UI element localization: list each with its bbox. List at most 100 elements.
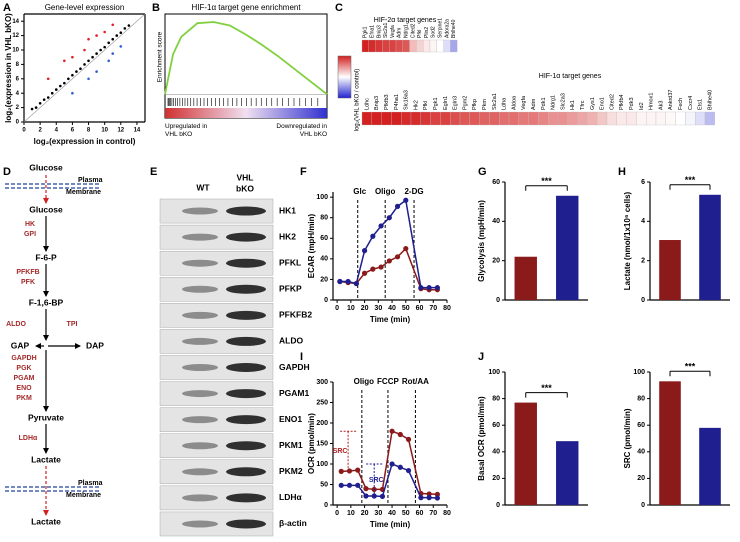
point bbox=[403, 245, 409, 252]
gene-label: Ldhc bbox=[364, 98, 370, 110]
enzyme: GPI bbox=[24, 231, 36, 238]
enrichment-curve bbox=[164, 21, 328, 95]
point bbox=[107, 59, 110, 63]
x-tick-label: 70 bbox=[429, 305, 437, 312]
x-axis-label: log₂(expression in control) bbox=[34, 137, 136, 146]
heat-cell bbox=[597, 111, 608, 126]
point bbox=[386, 258, 392, 264]
y-axis-label: ECAR (mpH/min) bbox=[307, 213, 316, 278]
band bbox=[226, 336, 266, 346]
point bbox=[63, 59, 66, 63]
gene-label: Ldha bbox=[502, 97, 508, 110]
y-tick-label: 8 bbox=[16, 62, 20, 68]
gene-label: Pgm2 bbox=[462, 96, 468, 110]
heat-cell bbox=[391, 111, 402, 126]
heat-cell bbox=[423, 39, 431, 53]
heat-cell bbox=[518, 111, 529, 126]
gene-label: Adm bbox=[397, 28, 403, 38]
gene-label: Adora2a bbox=[444, 19, 450, 38]
band bbox=[226, 363, 266, 372]
gene-label: Slc2a1 bbox=[383, 22, 389, 38]
y-tick-label: 100 bbox=[316, 194, 328, 201]
heat-cell bbox=[371, 111, 382, 126]
point bbox=[87, 59, 90, 63]
y-tick-label: 10 bbox=[12, 48, 19, 54]
gene-label: Ak3 bbox=[658, 101, 664, 110]
heat-cell bbox=[469, 111, 480, 126]
panel-label: J bbox=[478, 351, 484, 363]
y-tick-label: 60 bbox=[637, 422, 645, 429]
band bbox=[226, 415, 266, 425]
gene-label: P4ha1 bbox=[394, 94, 400, 110]
x-tick-label: 40 bbox=[388, 305, 396, 312]
y-tick-label: 300 bbox=[316, 379, 328, 386]
point bbox=[87, 77, 90, 81]
y-axis-label: Glycolysis (mpH/min) bbox=[477, 200, 486, 282]
gene-label: Tfrc bbox=[580, 100, 586, 110]
x-axis-label: Time (min) bbox=[370, 520, 411, 529]
point bbox=[363, 493, 369, 499]
y-tick-label: 0 bbox=[496, 297, 500, 304]
gene-label: Ets1 bbox=[698, 99, 704, 110]
gene-label: Gys1 bbox=[590, 97, 596, 110]
heat-cell bbox=[695, 111, 706, 126]
enzyme: HK bbox=[25, 221, 35, 228]
point bbox=[379, 493, 386, 499]
point bbox=[338, 468, 344, 474]
point bbox=[386, 215, 392, 221]
point bbox=[127, 24, 131, 27]
point bbox=[54, 88, 58, 91]
point bbox=[123, 27, 127, 30]
heat-cell bbox=[577, 111, 588, 126]
y-axis-label: Enrichment score bbox=[157, 31, 164, 82]
point bbox=[346, 482, 353, 488]
gene-label: Egln3 bbox=[453, 96, 459, 110]
y-tick-label: 0 bbox=[324, 297, 328, 304]
point bbox=[119, 31, 123, 35]
heat-cell bbox=[429, 39, 437, 53]
point bbox=[83, 48, 86, 52]
protein-label: HK1 bbox=[279, 205, 296, 215]
y-tick-label: 80 bbox=[492, 395, 500, 402]
enzyme: GAPDH bbox=[11, 355, 36, 362]
gene-label: Bhlhe40 bbox=[707, 90, 713, 110]
chart-title: HIF-1α target gene enrichment bbox=[191, 3, 301, 12]
y-axis-label: OCR (pmol/min) bbox=[307, 413, 316, 474]
y-axis-label: Basal OCR (pmol/min) bbox=[477, 396, 486, 481]
band bbox=[226, 441, 266, 451]
gene-label: Ndrg1 bbox=[551, 95, 557, 110]
gene-label: Pfkp bbox=[472, 99, 478, 110]
x-tick-label: 2 bbox=[38, 128, 42, 134]
point bbox=[345, 278, 351, 285]
heat-cell bbox=[368, 39, 376, 53]
heat-cell bbox=[375, 39, 383, 53]
point bbox=[370, 266, 376, 272]
x-tick-label: 40 bbox=[388, 510, 396, 517]
point bbox=[50, 91, 54, 95]
point bbox=[59, 84, 62, 88]
gene-label: Bnip3 bbox=[376, 25, 382, 38]
point bbox=[361, 270, 368, 276]
point bbox=[405, 467, 412, 474]
membrane-label: Plasma bbox=[78, 480, 103, 487]
y-tick-label: 0 bbox=[324, 502, 328, 509]
heat-cell bbox=[430, 111, 441, 126]
y-tick-label: 0 bbox=[496, 502, 500, 509]
gene-label: Id2 bbox=[639, 102, 645, 110]
point bbox=[42, 98, 46, 101]
point bbox=[99, 48, 102, 52]
panel-label: H bbox=[618, 166, 626, 178]
metabolite: Lactate bbox=[31, 454, 61, 464]
significance: *** bbox=[541, 176, 552, 186]
x-tick-label: 0 bbox=[22, 128, 26, 134]
heat-cell bbox=[508, 111, 519, 126]
src-label: SRC bbox=[333, 448, 348, 455]
band bbox=[182, 390, 218, 398]
gene-label: Adm bbox=[531, 98, 537, 110]
x-tick-label: 14 bbox=[134, 128, 141, 134]
gene-label: Slc16a3 bbox=[404, 90, 410, 110]
heat-cell bbox=[443, 39, 451, 53]
band bbox=[182, 468, 218, 476]
group-title: HIF-2α target genes bbox=[374, 17, 437, 24]
point bbox=[111, 23, 115, 27]
